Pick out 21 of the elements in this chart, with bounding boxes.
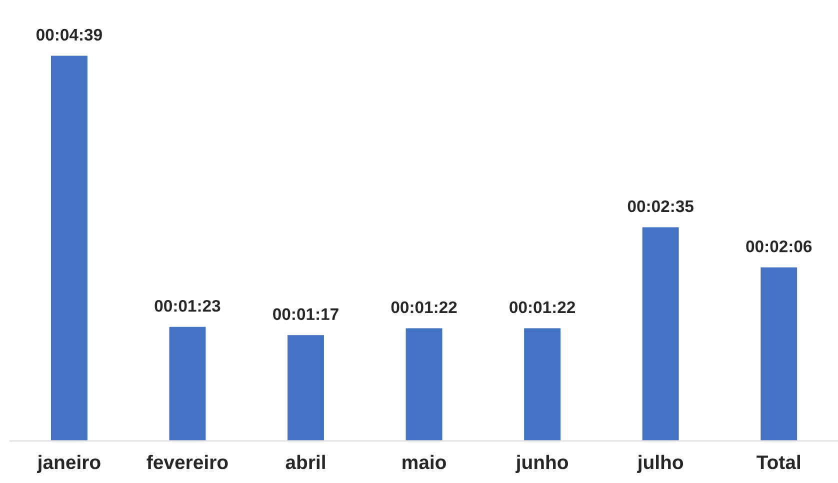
data-label: 00:02:35 (628, 200, 694, 212)
bar (50, 54, 89, 441)
x-tick-label: fevereiro (146, 454, 228, 470)
bar (168, 325, 208, 441)
x-tick-label: Total (756, 454, 800, 470)
data-label: 00:01:17 (273, 308, 338, 320)
bar (759, 266, 798, 441)
x-tick-label: abril (286, 454, 325, 470)
data-label: 00:01:22 (510, 301, 575, 314)
x-tick-label: julho (637, 454, 684, 473)
x-tick-label: junho (516, 454, 568, 473)
bar (640, 226, 680, 441)
x-tick-label: janeiro (37, 454, 100, 473)
data-label: 00:02:06 (746, 240, 812, 252)
data-label: 00:04:39 (36, 28, 102, 41)
bar (404, 326, 444, 441)
bar (286, 334, 326, 441)
x-tick-label: maio (402, 454, 446, 470)
data-label: 00:01:22 (391, 301, 457, 314)
bar (522, 326, 562, 441)
data-label: 00:01:23 (154, 300, 220, 312)
